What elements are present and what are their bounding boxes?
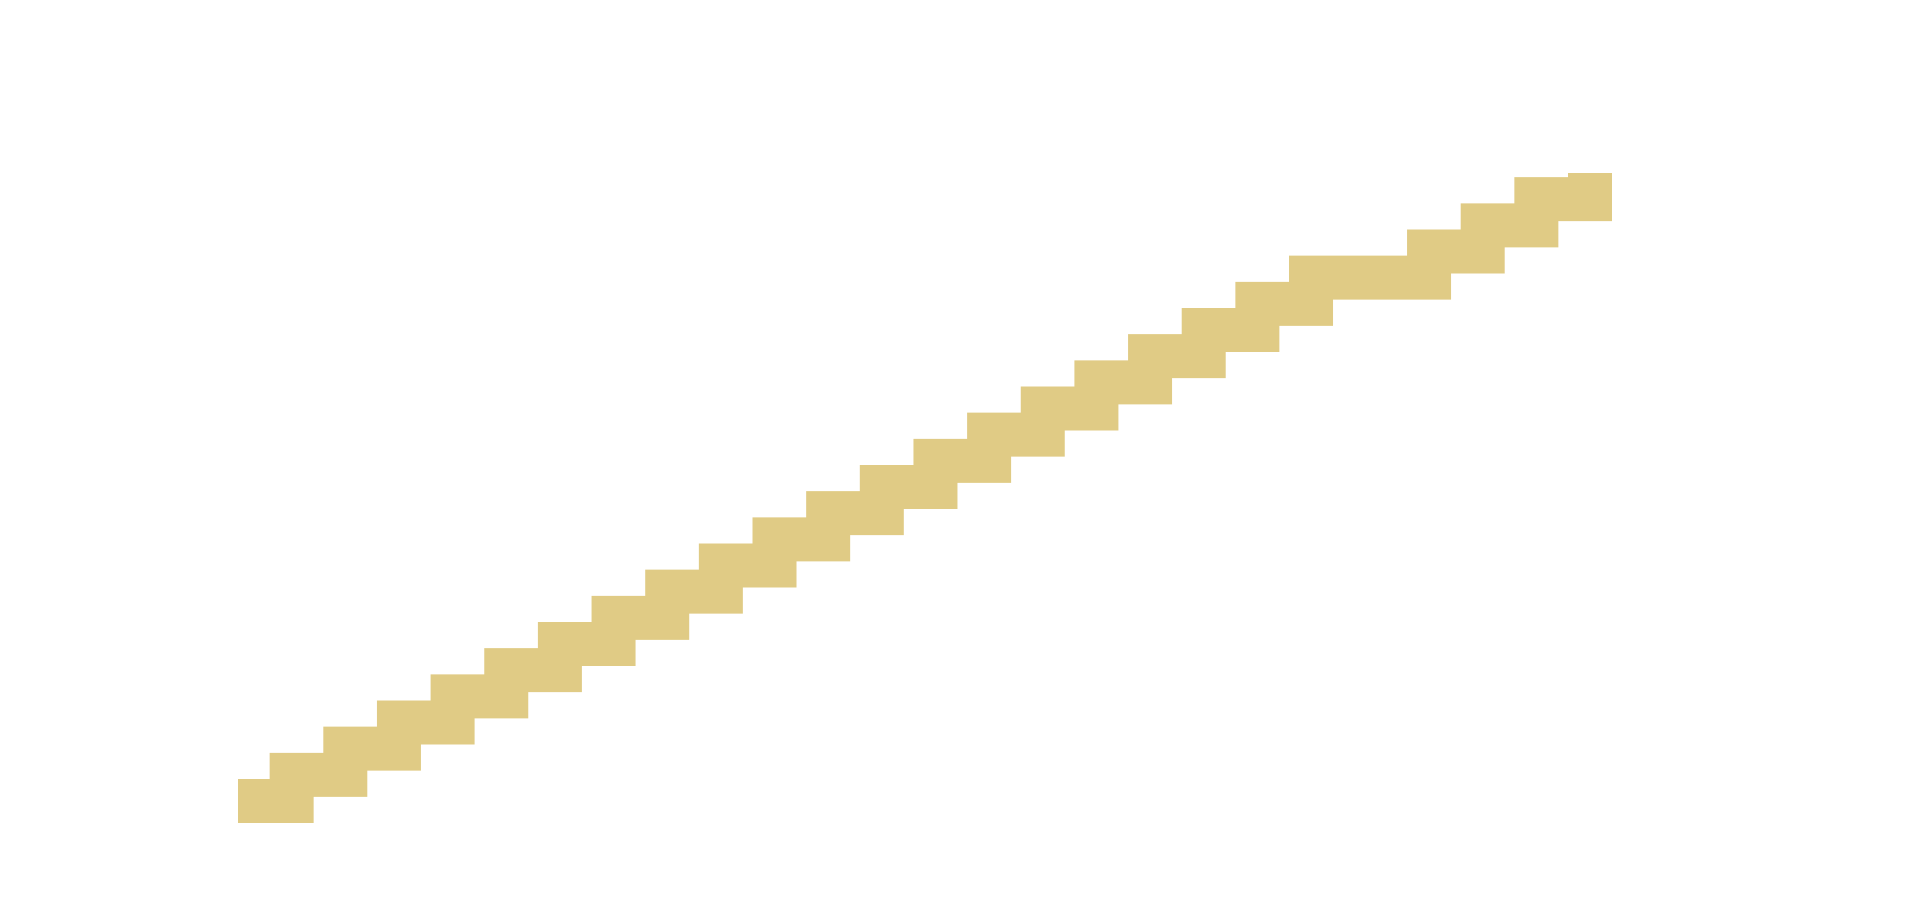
step-line-series-0: [238, 173, 1612, 823]
series-layer: [238, 173, 1612, 823]
